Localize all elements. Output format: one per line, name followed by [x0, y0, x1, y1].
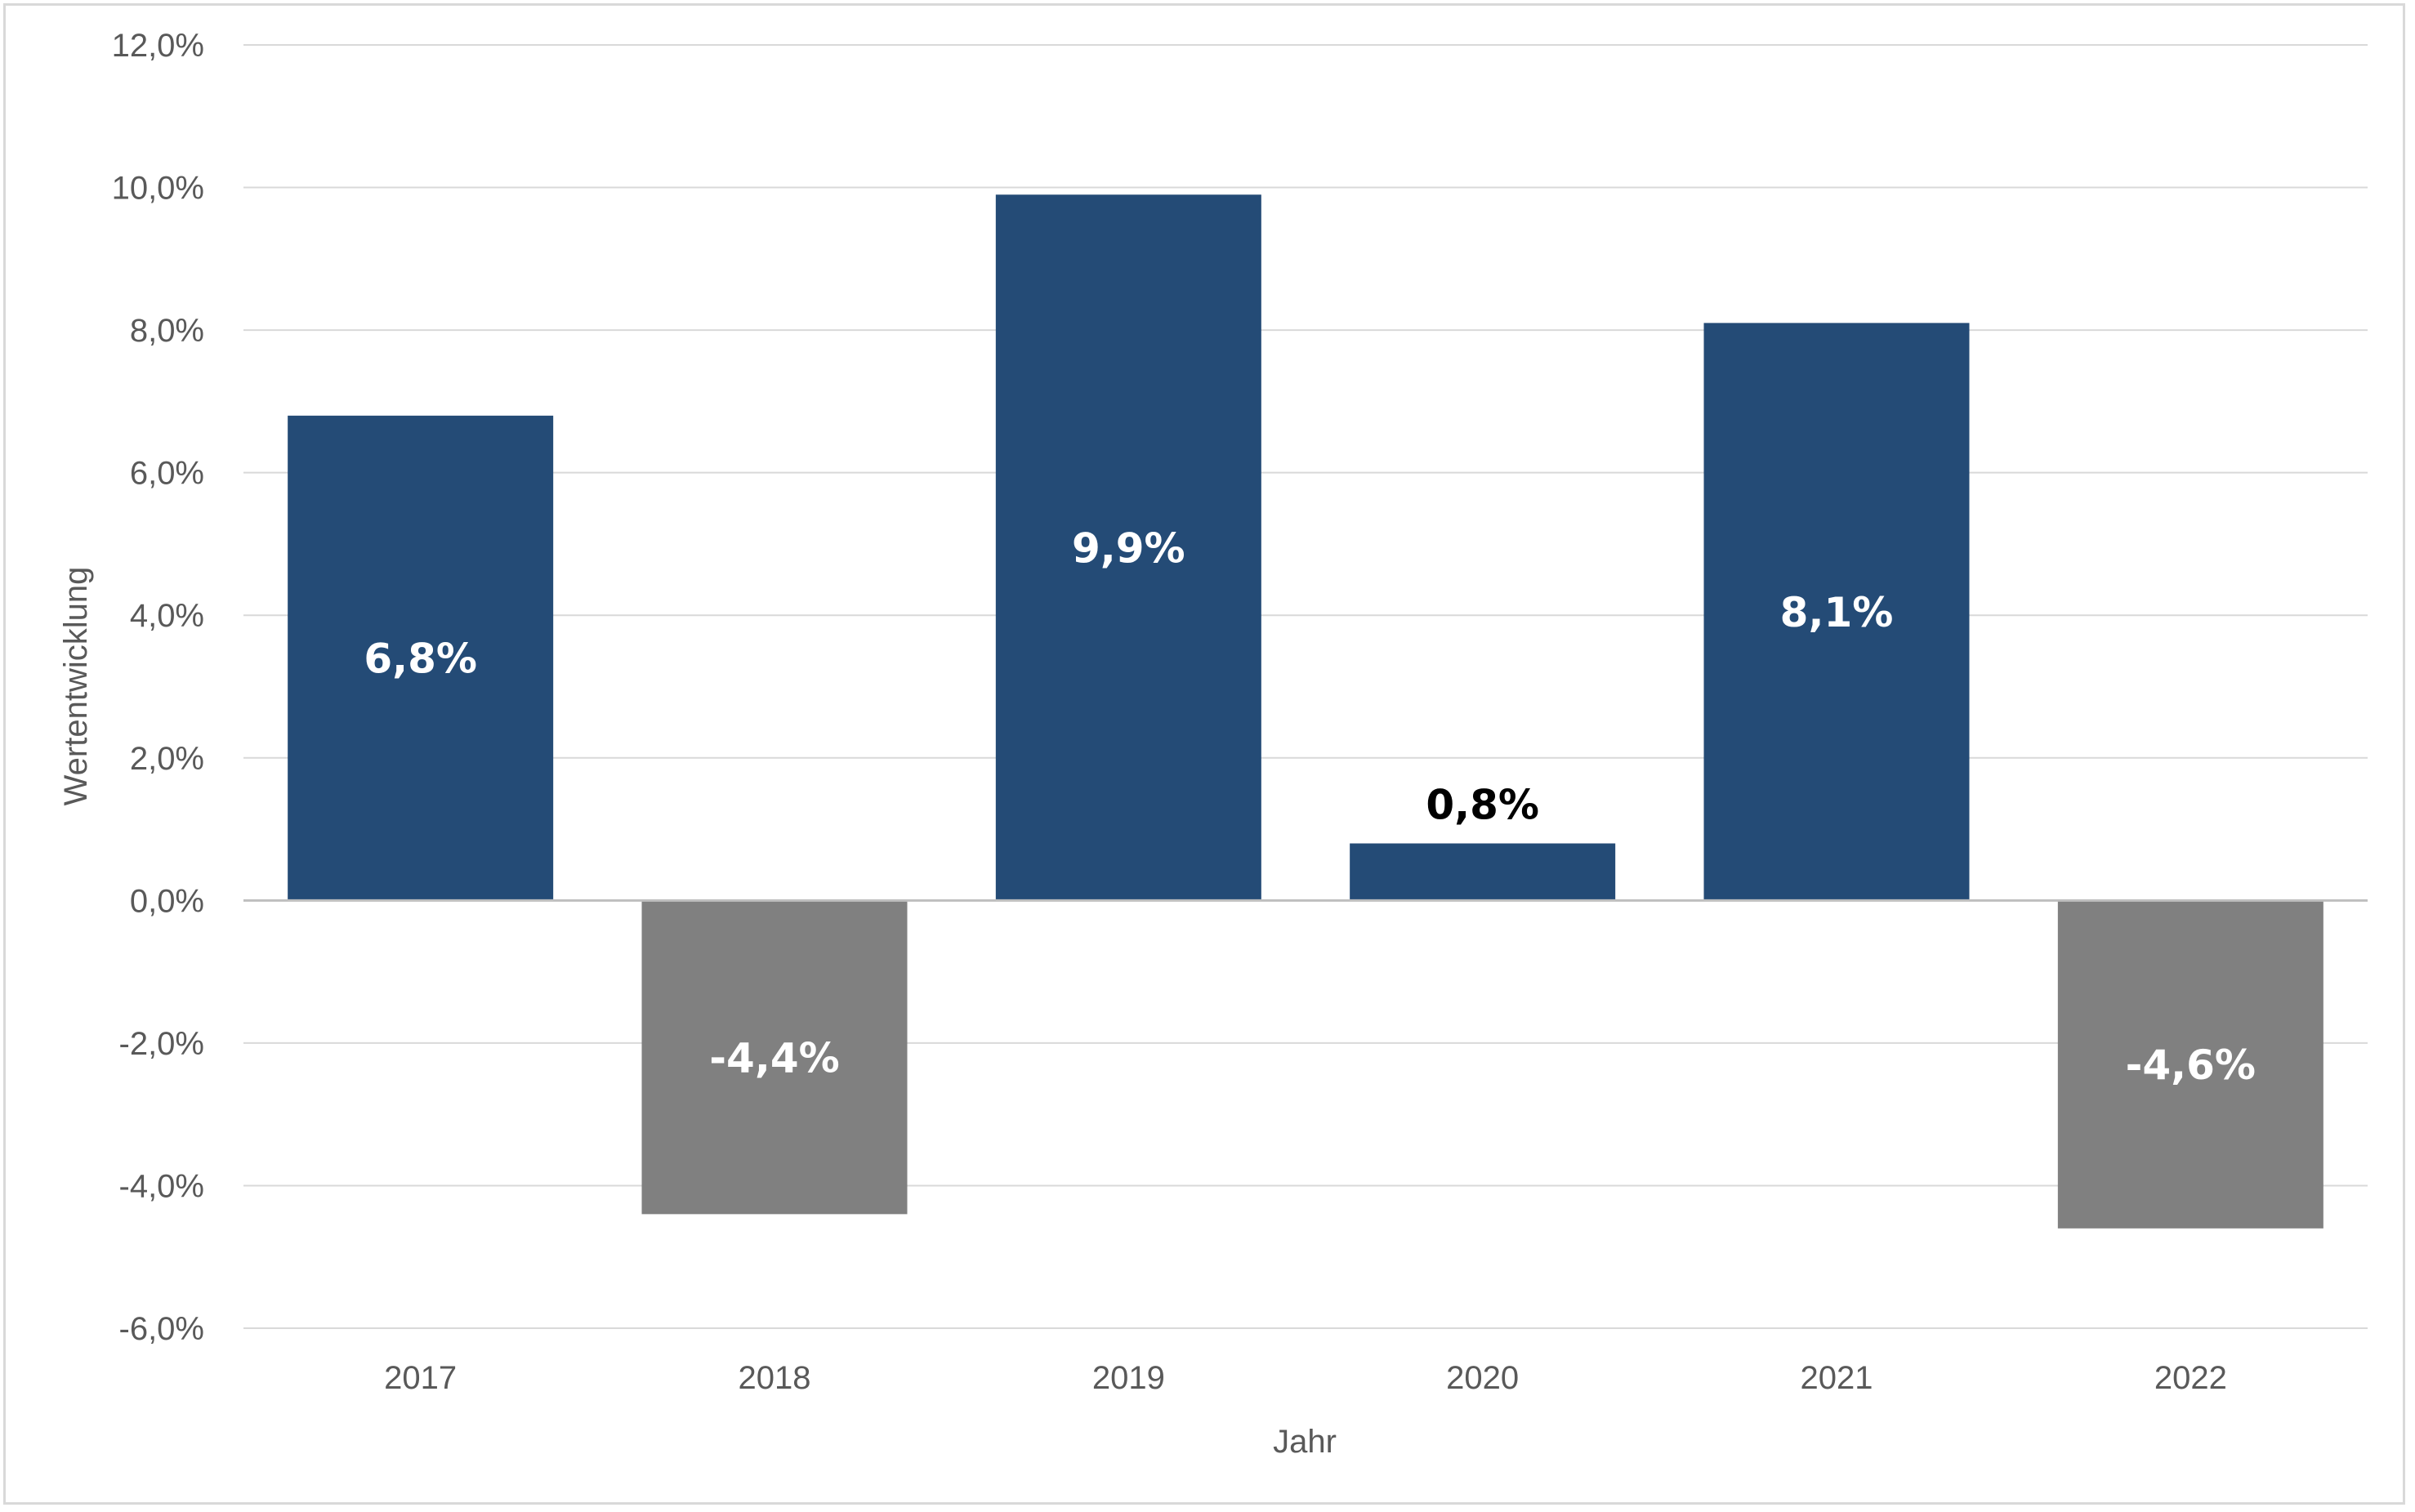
bar-2022 [2057, 900, 2323, 1229]
data-label-2021: 8,1% [1780, 589, 1894, 636]
data-label-2019: 9,9% [1072, 524, 1185, 572]
y-tick-label: 8,0% [130, 313, 204, 349]
bar-2018 [641, 900, 908, 1215]
y-axis-ticks: 12,0% 10,0% 8,0% 6,0% 4,0% 2,0% 0,0% -2,0% -4,0%… [112, 28, 204, 1347]
data-label-2020: 0,8% [1426, 782, 1539, 829]
x-tick-label: 2020 [1446, 1360, 1519, 1396]
bars [288, 194, 2323, 1229]
bar-2019 [995, 194, 1261, 901]
data-label-2018: -4,4% [709, 1034, 839, 1082]
bar-2020 [1350, 843, 1616, 901]
y-tick-label: -4,0% [119, 1168, 205, 1204]
x-tick-label: 2019 [1092, 1360, 1165, 1396]
x-tick-label: 2017 [384, 1360, 457, 1396]
x-tick-label: 2022 [2154, 1360, 2227, 1396]
y-tick-label: -6,0% [119, 1311, 205, 1347]
x-axis-ticks: 2017 2018 2019 2020 2021 2022 [384, 1360, 2227, 1396]
data-labels: 6,8% -4,4% 9,9% 0,8% 8,1% -4,6% [364, 524, 2256, 1089]
gridlines [243, 44, 2368, 1329]
x-axis-title: Jahr [1273, 1424, 1337, 1460]
y-tick-label: 4,0% [130, 598, 204, 634]
bar-2017 [288, 415, 554, 901]
y-tick-label: 2,0% [130, 741, 204, 777]
x-tick-label: 2018 [739, 1360, 811, 1396]
y-tick-label: 6,0% [130, 456, 204, 492]
y-tick-label: 12,0% [112, 28, 204, 64]
y-tick-label: 10,0% [112, 171, 204, 207]
data-label-2017: 6,8% [364, 636, 477, 683]
x-tick-label: 2021 [1801, 1360, 1873, 1396]
y-tick-label: -2,0% [119, 1026, 205, 1062]
y-axis-title: Wertentwicklung [58, 567, 94, 806]
bar-2021 [1703, 323, 1970, 901]
y-tick-label: 0,0% [130, 883, 204, 919]
data-label-2022: -4,6% [2126, 1041, 2256, 1089]
